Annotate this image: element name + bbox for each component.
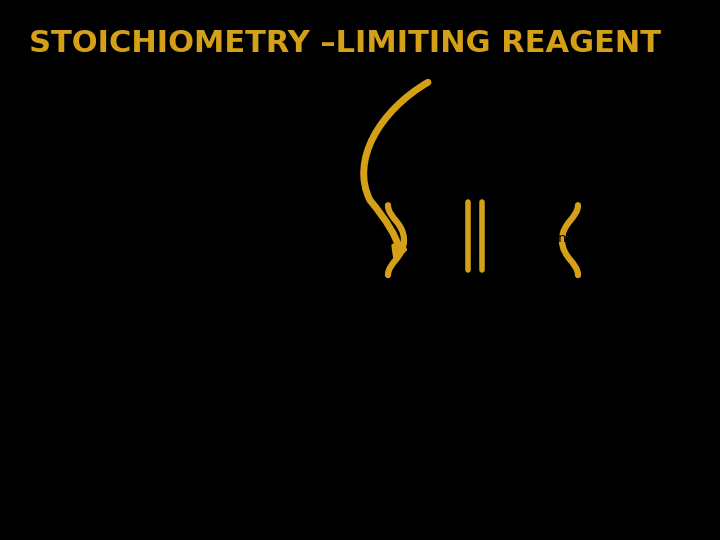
Text: Therefore: Therefore: [72, 270, 149, 284]
Text: , the number of
moles of Cl₂ is going to be
used to calculate the
maximum amount: , the number of moles of Cl₂ is going to…: [63, 270, 267, 367]
Text: STOICHIOMETRY –LIMITING REAGENT: STOICHIOMETRY –LIMITING REAGENT: [29, 29, 661, 58]
Text: HOW MUCH EXCESS DO
WE HAVE? ( Na?): HOW MUCH EXCESS DO WE HAVE? ( Na?): [271, 340, 709, 413]
Text: Mole Ratio: Mole Ratio: [448, 159, 518, 172]
Text: Because Cl₂ is the limiting
reagent, the amount of
product is determined by the
: Because Cl₂ is the limiting reagent, the…: [64, 145, 266, 221]
Text: Total amount
of product
formed: Total amount of product formed: [485, 232, 572, 281]
